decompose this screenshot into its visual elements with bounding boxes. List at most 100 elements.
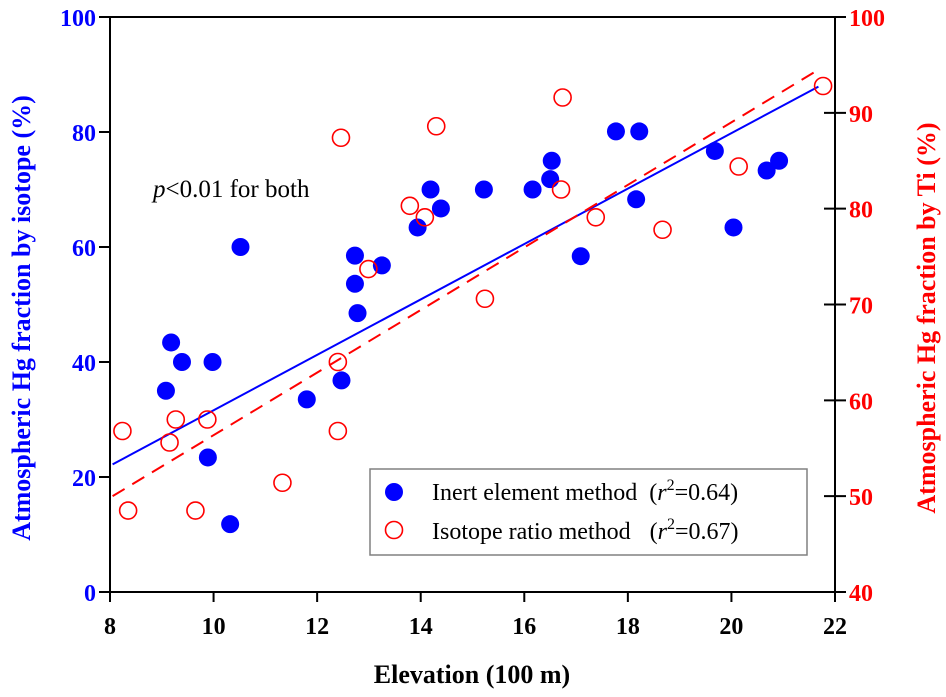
left-y-tick-label: 40: [72, 351, 96, 377]
inert-fit-line: [112, 85, 819, 466]
x-tick-label: 10: [202, 614, 226, 640]
isotope-data-point: [273, 473, 292, 493]
legend-marker-isotope: [384, 520, 404, 540]
isotope-data-point: [328, 352, 348, 372]
isotope-data-point: [160, 433, 179, 452]
left-y-tick-label: 20: [72, 466, 96, 492]
x-axis-title: Elevation (100 m): [374, 660, 570, 689]
right-y-tick-label: 90: [849, 102, 873, 128]
x-tick-label: 14: [409, 614, 433, 640]
legend-inert-r-sup: 2: [667, 477, 675, 494]
inert-data-point: [705, 141, 724, 160]
inert-data-point: [542, 151, 561, 170]
inert-data-point: [297, 390, 316, 409]
plot-frame: [109, 16, 836, 602]
inert-data-point: [345, 274, 364, 293]
x-tick-label: 12: [305, 614, 329, 640]
legend-isotope-r: r: [658, 519, 668, 545]
isotope-data-point: [729, 157, 748, 176]
inert-data-point: [474, 180, 493, 199]
inert-data-point: [757, 161, 776, 180]
inert-data-point: [332, 371, 351, 390]
x-tick-label: 18: [616, 614, 640, 640]
legend-label-isotope: Isotope ratio method (r2=0.67): [432, 516, 739, 545]
isotope-data-point: [328, 421, 348, 441]
legend-isotope-r-open: (: [650, 519, 658, 545]
right-y-axis: 40 50 60 70 80 90 100: [824, 6, 885, 607]
right-y-axis-title: Atmospheric Hg fraction by Ti (%): [912, 122, 941, 513]
right-y-tick-label: 50: [849, 485, 873, 511]
legend-inert-name: Inert element method: [432, 480, 637, 506]
inert-data-point: [162, 333, 181, 352]
inert-data-point: [606, 122, 625, 141]
x-tick-label: 20: [719, 614, 743, 640]
legend-marker-inert: [385, 483, 403, 501]
isotope-data-point: [586, 207, 606, 227]
isotope-data-point: [113, 421, 132, 441]
significance-annotation: p<0.01 for both: [151, 176, 310, 203]
inert-data-point: [231, 238, 250, 256]
inert-data-point: [408, 218, 427, 237]
legend-label-inert: Inert element method (r2=0.64): [432, 477, 738, 506]
left-y-tick-label: 100: [60, 6, 96, 32]
legend-inert-r-value: =0.64): [675, 480, 739, 506]
isotope-data-point: [653, 220, 672, 240]
isotope-data-point: [331, 128, 351, 148]
inert-data-point: [156, 381, 175, 400]
p-value-text: <0.01 for both: [166, 176, 310, 203]
inert-data-point: [431, 199, 450, 218]
x-tick-label: 22: [823, 614, 847, 640]
inert-data-point: [421, 180, 440, 199]
inert-data-point: [523, 180, 542, 199]
legend-isotope-r-sup: 2: [667, 516, 675, 533]
inert-data-point: [724, 218, 743, 237]
inert-data-point: [770, 151, 789, 170]
left-y-tick-label: 60: [72, 236, 96, 262]
right-y-tick-label: 100: [849, 6, 885, 32]
legend-isotope-name: Isotope ratio method: [432, 519, 631, 545]
isotope-data-point: [198, 410, 217, 429]
inert-data-point: [198, 448, 217, 467]
left-y-axis: 0 20 40 60 80 100: [60, 6, 110, 607]
x-axis: 8 10 12 14 16 18 20 22: [104, 592, 847, 640]
legend-box: [369, 468, 808, 556]
inert-data-point: [172, 353, 191, 371]
isotope-data-point: [400, 196, 420, 216]
isotope-data-point: [359, 259, 378, 279]
x-tick-label: 8: [104, 614, 116, 640]
x-tick-label: 16: [512, 614, 536, 640]
isotope-data-point: [118, 501, 138, 520]
isotope-fit-line: [112, 70, 816, 498]
isotope-data-point: [186, 501, 205, 520]
fit-lines: [112, 70, 819, 498]
legend-isotope-r-value: =0.67): [675, 519, 739, 545]
left-y-axis-title: Atmospheric Hg fraction by isotope (%): [7, 95, 36, 541]
inert-data-point: [571, 247, 590, 266]
p-symbol: p: [151, 176, 166, 203]
inert-data-point: [541, 170, 560, 189]
legend: Inert element method (r2=0.64) Isotope ra…: [369, 468, 808, 556]
left-y-tick-label: 0: [84, 581, 96, 607]
right-y-tick-label: 70: [849, 294, 873, 320]
inert-data-point: [203, 353, 222, 371]
legend-inert-r-open: (: [649, 480, 657, 506]
isotope-data-point: [813, 76, 833, 96]
isotope-data-point: [166, 410, 186, 429]
right-y-tick-label: 40: [849, 581, 873, 607]
isotope-data-point: [415, 207, 435, 227]
isotope-data-point: [553, 88, 572, 107]
right-y-tick-label: 60: [849, 389, 873, 415]
inert-data-point: [630, 122, 649, 141]
inert-data-point: [221, 515, 240, 534]
inert-data-point: [348, 304, 367, 323]
isotope-data-point: [475, 289, 495, 309]
inert-data-point: [345, 246, 364, 265]
inert-data-point: [627, 190, 646, 209]
left-y-tick-label: 80: [72, 121, 96, 147]
data-points: [113, 76, 833, 534]
isotope-data-point: [426, 116, 446, 136]
isotope-data-point: [551, 180, 571, 199]
legend-inert-r: r: [657, 480, 667, 506]
right-y-tick-label: 80: [849, 198, 873, 224]
